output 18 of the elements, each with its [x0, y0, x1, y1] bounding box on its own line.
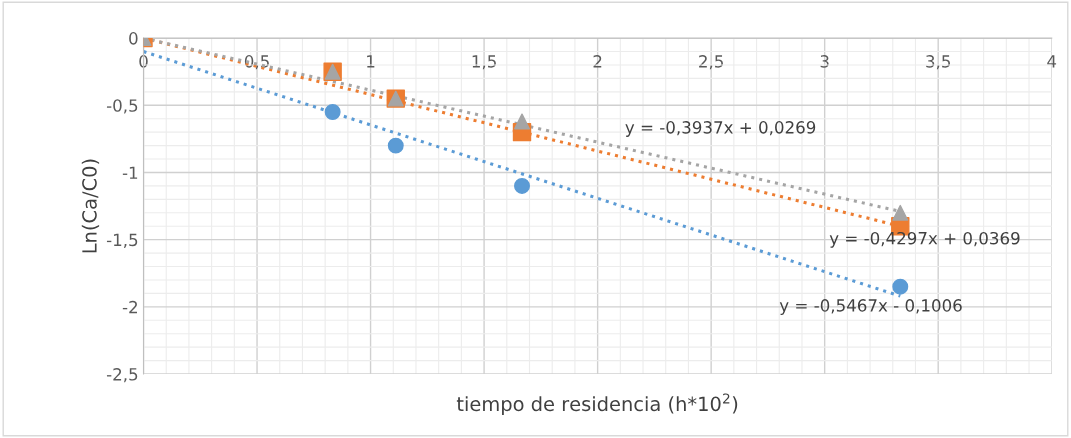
x-tick-label: 4	[1047, 55, 1057, 68]
y-tick-label: -1	[122, 166, 138, 179]
x-tick-label: 1,5	[472, 55, 496, 70]
y-tick-label: -2	[122, 300, 137, 314]
x-axis-title: tiempo de residencia (h*10$^{2}$)	[456, 393, 738, 415]
x-tick-label: 2	[593, 55, 602, 68]
annotation: y = -0,4297x + 0,0369	[829, 231, 1020, 248]
x-tick-label: 2,5	[699, 55, 723, 70]
y-tick-label: 0	[129, 32, 138, 45]
annotation: y = -0,3937x + 0,0269	[625, 121, 816, 137]
y-tick-label: -1,5	[106, 233, 138, 248]
y-tick-label: -0,5	[106, 99, 138, 114]
y-tick-label: -2,5	[106, 368, 138, 383]
annotation: y = -0,5467x - 0,1006	[779, 299, 962, 315]
x-tick-label: 3,5	[926, 55, 950, 70]
x-tick-label: 3	[820, 55, 829, 68]
x-tick-label: 1	[367, 55, 375, 68]
y-axis-title: Ln(Ca/C0)	[81, 159, 100, 253]
